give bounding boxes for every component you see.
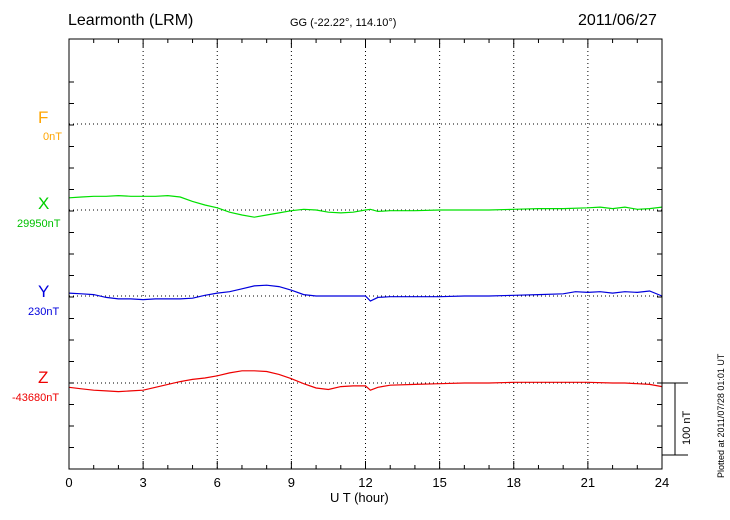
trace-x xyxy=(68,194,663,218)
x-tick-labels: 0 3 6 9 12 15 18 21 24 xyxy=(65,475,669,490)
station-coordinates: GG (-22.22°, 114.10°) xyxy=(290,17,397,29)
x-tick-label: 15 xyxy=(432,475,446,490)
scale-bar-label: 100 nT xyxy=(681,410,693,445)
channel-value-z: -43680nT xyxy=(12,392,60,404)
trace-y xyxy=(68,284,663,302)
channel-value-x: 29950nT xyxy=(17,218,61,230)
data-traces xyxy=(68,194,663,393)
channel-label-x: X xyxy=(38,194,50,213)
x-tick-label: 9 xyxy=(288,475,295,490)
x-tick-label: 24 xyxy=(655,475,669,490)
plot-date: 2011/06/27 xyxy=(578,12,657,29)
plotted-at-footnote: Plotted at 2011/07/28 01:01 UT xyxy=(716,353,726,478)
x-tick-label: 21 xyxy=(581,475,595,490)
x-tick-label: 3 xyxy=(140,475,147,490)
x-axis-label: U T (hour) xyxy=(330,490,389,505)
channel-value-y: 230nT xyxy=(28,306,60,318)
x-tick-label: 6 xyxy=(214,475,221,490)
channel-value-f: 0nT xyxy=(43,131,62,143)
x-tick-label: 12 xyxy=(358,475,372,490)
channel-label-y: Y xyxy=(38,282,50,301)
x-tick-label: 0 xyxy=(65,475,72,490)
plot-frame xyxy=(68,38,663,470)
channel-label-f: F xyxy=(38,108,49,127)
grid-lines xyxy=(69,39,662,469)
axis-ticks xyxy=(68,39,663,469)
channel-label-z: Z xyxy=(38,368,49,387)
station-title: Learmonth (LRM) xyxy=(68,12,194,29)
x-tick-label: 18 xyxy=(507,475,521,490)
scale-bar xyxy=(662,382,688,456)
trace-z xyxy=(68,370,663,393)
